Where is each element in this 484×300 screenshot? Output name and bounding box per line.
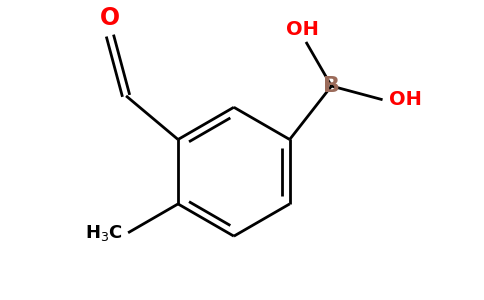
Text: OH: OH <box>389 90 422 109</box>
Text: OH: OH <box>286 20 319 39</box>
Text: O: O <box>100 6 120 30</box>
Text: B: B <box>323 76 340 96</box>
Text: H$_3$C: H$_3$C <box>85 223 122 243</box>
